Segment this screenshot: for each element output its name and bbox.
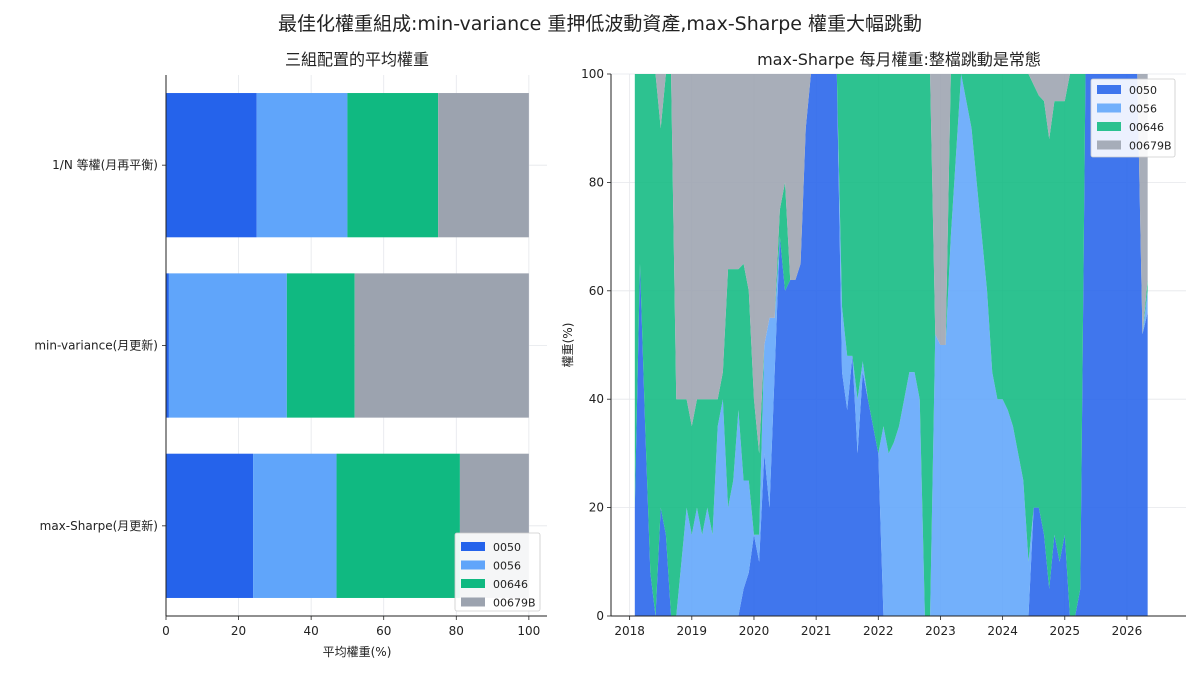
left-x-tick-label: 40: [304, 624, 319, 638]
left-x-axis-label: 平均權重(%): [323, 645, 392, 659]
right-x-tick-label: 2019: [677, 624, 708, 638]
right-legend: 0050 0056 00646 00679B: [1090, 78, 1176, 158]
left-y-tick-label: 1/N 等權(月再平衡): [52, 158, 158, 172]
right-areas: [634, 74, 1148, 616]
right-y-axis-label: 權重(%): [561, 323, 575, 368]
right-y-tick-label: 0: [596, 609, 604, 623]
left-x-tick-label: 60: [376, 624, 391, 638]
right-legend-swatch: [1097, 122, 1121, 131]
right-x-tick-label: 2018: [614, 624, 645, 638]
bar-segment: [166, 273, 169, 418]
bar-segment: [253, 453, 337, 598]
right-x-tick-label: 2025: [1050, 624, 1081, 638]
right-legend-box: [1090, 78, 1176, 158]
left-legend: 0050 0056 00646 00679B: [454, 532, 541, 612]
right-chart-title: max-Sharpe 每月權重:整檔跳動是常態: [757, 50, 1041, 69]
bar-segment: [354, 273, 529, 418]
avg-weight-bar-chart: 三組配置的平均權重 1/N 等權(月再平衡) min-variance(月更新) m…: [34, 50, 547, 659]
left-legend-label: 00646: [493, 578, 528, 591]
right-x-tick-label: 2024: [987, 624, 1018, 638]
right-legend-label: 0056: [1129, 103, 1157, 116]
right-x-tick-label: 2022: [863, 624, 894, 638]
bar-segment: [168, 273, 287, 418]
right-axes: 0 20 40 60 80 100 2018 2019 2020 2021 2022 2023 2024…: [581, 67, 1186, 638]
bar-segment: [336, 453, 460, 598]
left-x-tick-label: 100: [517, 624, 540, 638]
right-x-tick-label: 2023: [925, 624, 956, 638]
right-y-tick-label: 20: [589, 501, 604, 515]
left-legend-swatch: [461, 560, 485, 570]
right-legend-swatch: [1097, 103, 1121, 113]
left-x-tick-label: 20: [231, 624, 246, 638]
right-legend-label: 00646: [1129, 121, 1164, 134]
right-legend-label: 0050: [1129, 84, 1157, 97]
area-00679B: [634, 74, 1148, 454]
left-x-tick-label: 0: [162, 624, 170, 638]
bar-segment: [286, 273, 355, 418]
left-legend-label: 0050: [493, 541, 521, 554]
left-bars: [166, 93, 529, 598]
figure-title: 最佳化權重組成:min-variance 重押低波動資產,max-Sharpe …: [278, 13, 922, 35]
right-x-tick-label: 2020: [739, 624, 770, 638]
area-0050: [634, 74, 1148, 616]
right-y-tick-label: 40: [589, 392, 604, 406]
bar-segment: [166, 93, 257, 238]
left-legend-label: 0056: [493, 560, 521, 573]
left-legend-label: 00679B: [493, 597, 536, 610]
right-legend-swatch: [1097, 140, 1121, 150]
area-0056: [634, 74, 1148, 616]
right-x-tick-label: 2021: [801, 624, 832, 638]
monthly-weight-area-chart: max-Sharpe 每月權重:整檔跳動是常態 0 20 40 60 80 100 2018…: [561, 50, 1186, 638]
right-y-tick-label: 60: [589, 284, 604, 298]
left-legend-box: [454, 532, 541, 612]
left-y-tick-label: min-variance(月更新): [34, 338, 158, 353]
right-legend-label: 00679B: [1129, 140, 1172, 153]
left-legend-swatch: [461, 542, 485, 551]
right-y-tick-label: 100: [581, 67, 604, 81]
left-chart-title: 三組配置的平均權重: [285, 50, 429, 69]
area-00646: [634, 74, 1148, 616]
right-y-tick-label: 80: [589, 175, 604, 189]
bar-segment: [256, 93, 348, 238]
right-x-tick-label: 2026: [1112, 624, 1143, 638]
bar-segment: [166, 453, 254, 598]
bar-segment: [347, 93, 439, 238]
left-x-tick-label: 80: [449, 624, 464, 638]
left-legend-swatch: [461, 579, 485, 588]
bar-segment: [438, 93, 529, 238]
right-legend-swatch: [1097, 85, 1121, 94]
left-axes: 1/N 等權(月再平衡) min-variance(月更新) max-Sharpe(…: [34, 75, 547, 638]
left-legend-swatch: [461, 597, 485, 607]
left-y-tick-label: max-Sharpe(月更新): [40, 518, 158, 533]
